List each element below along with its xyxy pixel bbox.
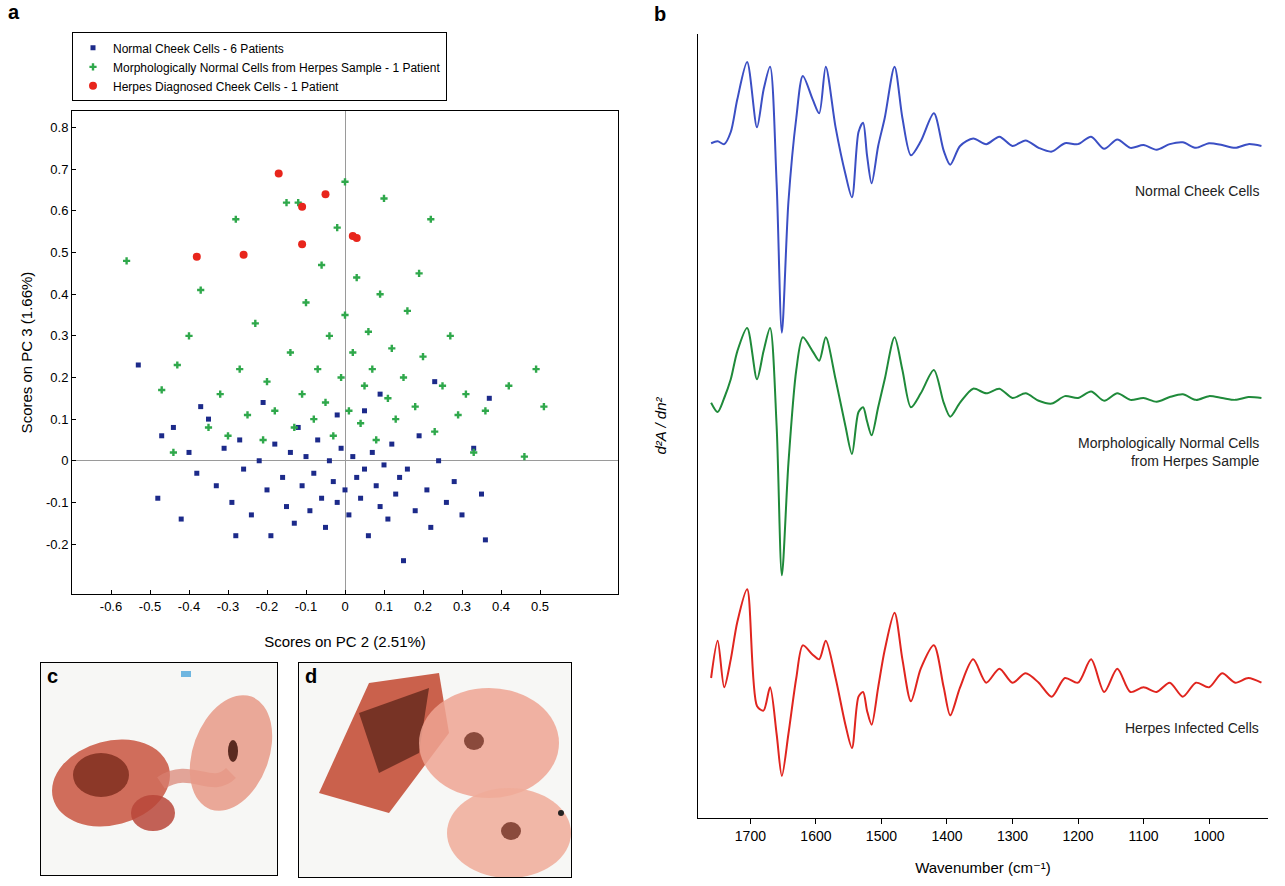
html-text:a: a (8, 1, 20, 23)
svg-text:Wavenumber (cm⁻¹): Wavenumber (cm⁻¹) (915, 859, 1051, 876)
svg-text:1300: 1300 (997, 828, 1028, 844)
svg-text:Scores on PC 2 (2.51%): Scores on PC 2 (2.51%) (264, 633, 426, 650)
svg-text:Morphologically Normal Cellsfr: Morphologically Normal Cellsfrom Herpes … (1078, 435, 1259, 469)
svg-text:1400: 1400 (931, 828, 962, 844)
svg-text:Normal Cheek Cells: Normal Cheek Cells (1135, 183, 1259, 199)
svg-text:Morphologically Normal Cells f: Morphologically Normal Cells from Herpes… (113, 61, 440, 75)
svg-text:0.6: 0.6 (50, 203, 68, 218)
svg-text:1500: 1500 (866, 828, 897, 844)
svg-text:0.1: 0.1 (50, 412, 68, 427)
svg-text:0.2: 0.2 (50, 370, 68, 385)
svg-text:0: 0 (61, 453, 68, 468)
svg-text:0.3: 0.3 (50, 328, 68, 343)
svg-text:0.7: 0.7 (50, 162, 68, 177)
svg-text:1600: 1600 (800, 828, 831, 844)
svg-text:-0.5: -0.5 (139, 599, 161, 614)
svg-text:-0.6: -0.6 (100, 599, 122, 614)
svg-text:-0.1: -0.1 (46, 495, 68, 510)
svg-text:0.2: 0.2 (414, 599, 432, 614)
svg-text:0.4: 0.4 (50, 287, 68, 302)
svg-text:0.8: 0.8 (50, 120, 68, 135)
svg-text:-0.4: -0.4 (178, 599, 200, 614)
svg-text:-0.3: -0.3 (217, 599, 239, 614)
svg-text:0.3: 0.3 (453, 599, 471, 614)
svg-text:1200: 1200 (1062, 828, 1093, 844)
svg-text:0.4: 0.4 (492, 599, 510, 614)
svg-text:d²A / dn²: d²A / dn² (652, 397, 669, 455)
svg-text:0.5: 0.5 (50, 245, 68, 260)
svg-text:-0.2: -0.2 (46, 537, 68, 552)
svg-text:1000: 1000 (1193, 828, 1224, 844)
svg-text:Normal Cheek Cells - 6 Patient: Normal Cheek Cells - 6 Patients (113, 42, 284, 56)
svg-text:0.1: 0.1 (375, 599, 393, 614)
html-text:c: c (47, 665, 59, 687)
svg-text:0.5: 0.5 (531, 599, 549, 614)
svg-text:-0.2: -0.2 (256, 599, 278, 614)
svg-text:Scores on PC 3 (1.66%): Scores on PC 3 (1.66%) (18, 272, 35, 434)
svg-text:1100: 1100 (1128, 828, 1158, 844)
svg-text:Herpes Infected Cells: Herpes Infected Cells (1125, 720, 1259, 736)
svg-text:1700: 1700 (735, 828, 766, 844)
html-text:b: b (654, 3, 667, 25)
svg-text:Herpes Diagnosed Cheek Cells -: Herpes Diagnosed Cheek Cells - 1 Patient (113, 80, 339, 94)
html-text:d: d (305, 665, 318, 687)
svg-text:-0.1: -0.1 (295, 599, 317, 614)
svg-text:0: 0 (341, 599, 348, 614)
